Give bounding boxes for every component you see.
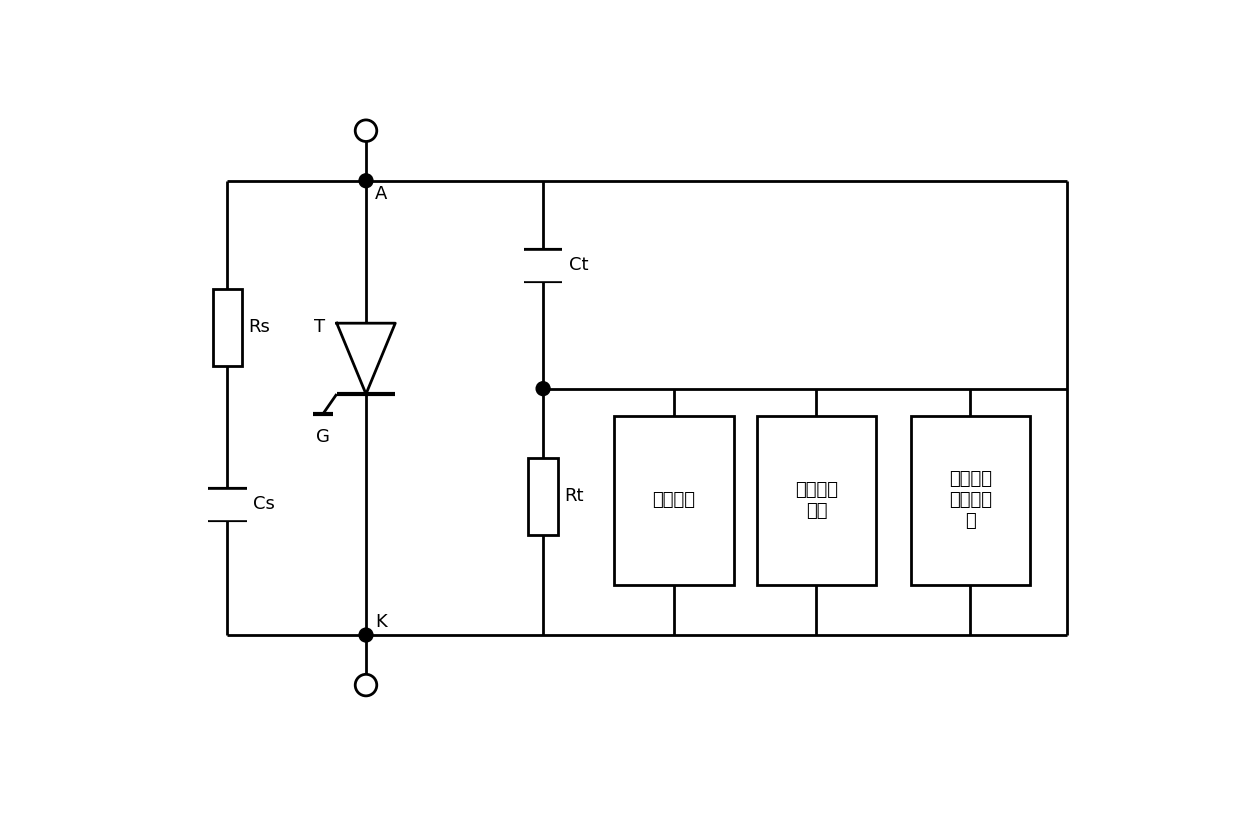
Text: K: K xyxy=(376,613,387,631)
Bar xyxy=(528,458,558,535)
Text: Ct: Ct xyxy=(568,256,588,274)
Circle shape xyxy=(536,382,551,396)
Text: 信号调理
模块: 信号调理 模块 xyxy=(795,481,838,520)
Text: T: T xyxy=(314,318,325,336)
Polygon shape xyxy=(337,323,396,394)
Circle shape xyxy=(355,674,377,695)
Circle shape xyxy=(355,120,377,141)
Bar xyxy=(213,288,242,366)
Circle shape xyxy=(360,628,373,642)
Text: A: A xyxy=(376,184,388,202)
Text: Rt: Rt xyxy=(564,487,583,506)
Text: Rs: Rs xyxy=(248,318,270,336)
Text: Cs: Cs xyxy=(253,495,275,513)
Text: 保护模块: 保护模块 xyxy=(652,491,696,510)
Bar xyxy=(614,415,734,585)
Text: G: G xyxy=(316,428,330,446)
Circle shape xyxy=(360,173,373,188)
Bar xyxy=(910,415,1030,585)
Bar xyxy=(756,415,877,585)
Text: 棆测及信
号发送模
块: 棆测及信 号发送模 块 xyxy=(949,471,992,530)
